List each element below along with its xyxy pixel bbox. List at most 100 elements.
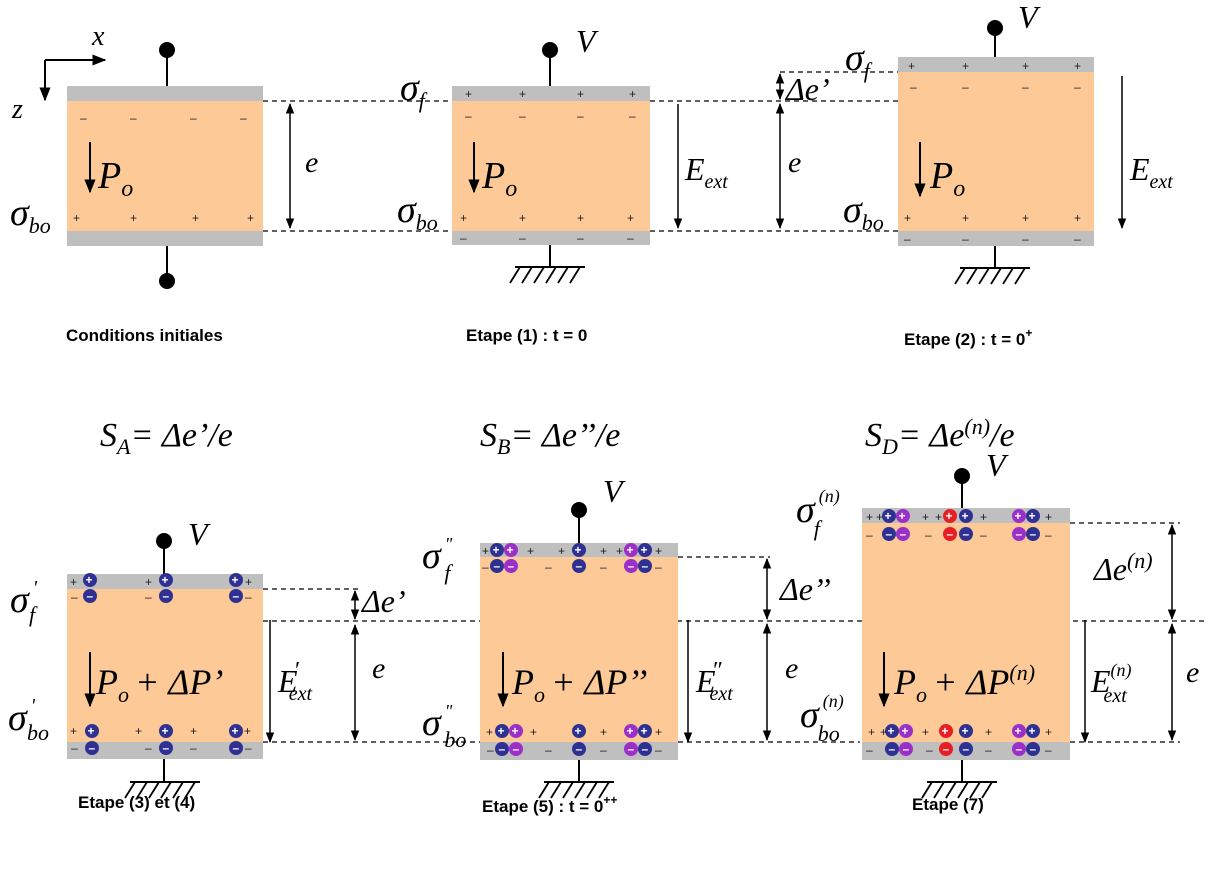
ferroelectric-film xyxy=(898,72,1094,231)
bound-charge-minus: – xyxy=(80,111,87,125)
svg-text:–: – xyxy=(487,743,494,757)
svg-text:–: – xyxy=(628,559,635,573)
free-charge-plus: + xyxy=(465,87,472,101)
svg-text:+: + xyxy=(493,543,500,557)
delta-e-label: Δe’’ xyxy=(778,571,831,607)
sigma-bo-label: σbo xyxy=(843,189,884,235)
svg-text:+: + xyxy=(600,725,607,739)
free-charge-minus: – xyxy=(245,741,252,755)
svg-text:+: + xyxy=(1029,724,1036,738)
svg-text:–: – xyxy=(1045,528,1052,542)
top-terminal xyxy=(987,20,1003,36)
thickness-label: e xyxy=(785,652,798,685)
sigma-bo-prime-label: σ ' bo xyxy=(8,695,49,745)
panel-step-3-4: V + – + – + – + – + – + – + + + – – – + xyxy=(8,516,480,812)
svg-text:–: – xyxy=(1045,743,1052,757)
svg-text:+: + xyxy=(655,544,662,558)
top-terminal xyxy=(954,468,970,484)
svg-text:+: + xyxy=(942,724,949,738)
panel-step-7: V + + – – + + – – + + – – + + – – + – + … xyxy=(796,447,1199,814)
svg-text:–: – xyxy=(866,743,873,757)
panel-step-1: V + + + + – – – – + + + + – – – – σf σbo… xyxy=(397,23,900,345)
bound-charge-minus: – xyxy=(1022,80,1029,94)
bound-charge-plus: + xyxy=(1022,211,1029,225)
bound-charge-minus: – xyxy=(145,590,152,604)
free-charge-plus: + xyxy=(145,575,152,589)
svg-text:+: + xyxy=(498,724,505,738)
svg-text:–: – xyxy=(499,742,506,756)
svg-text:–: – xyxy=(1016,527,1023,541)
ground-hatch xyxy=(955,268,1025,284)
bound-charge-plus: + xyxy=(904,211,911,225)
svg-text:+: + xyxy=(1015,724,1022,738)
bound-charge-minus: – xyxy=(577,109,584,123)
svg-text:+: + xyxy=(985,725,992,739)
free-charge-plus: + xyxy=(908,59,915,73)
x-axis-label: x xyxy=(91,21,105,52)
thickness-label: e xyxy=(788,146,801,179)
svg-text:–: – xyxy=(655,743,662,757)
svg-text:+: + xyxy=(902,724,909,738)
polarization-label: Po + ΔP’’ xyxy=(511,662,647,707)
svg-text:+: + xyxy=(88,724,95,738)
svg-text:–: – xyxy=(513,742,520,756)
svg-text:+: + xyxy=(575,724,582,738)
field-label: E′ ext xyxy=(277,658,313,705)
z-axis-label: z xyxy=(11,94,23,125)
bound-charge-plus: + xyxy=(519,211,526,225)
svg-text:–: – xyxy=(545,743,552,757)
caption-step-2: Etape (2) : t = 0+ xyxy=(904,326,1032,349)
caption-step-7: Etape (7) xyxy=(912,795,984,814)
svg-text:–: – xyxy=(943,742,950,756)
caption-initial: Conditions initiales xyxy=(66,326,223,345)
svg-text:–: – xyxy=(866,528,873,542)
bound-charge-plus: + xyxy=(247,211,254,225)
svg-text:+: + xyxy=(980,510,987,524)
bound-charge-plus: + xyxy=(190,724,197,738)
top-terminal xyxy=(159,42,175,58)
sigma-f-label: σf xyxy=(845,37,873,83)
caption-step-3-4: Etape (3) et (4) xyxy=(78,793,195,812)
field-label: E(n) ext xyxy=(1090,660,1132,707)
bound-charge-plus: + xyxy=(70,724,77,738)
svg-text:–: – xyxy=(233,589,240,603)
free-charge-minus: – xyxy=(460,231,467,245)
bound-charge-minus: – xyxy=(71,590,78,604)
free-charge-plus: + xyxy=(1074,59,1081,73)
sigma-bo-label: σbo xyxy=(397,189,438,235)
svg-text:–: – xyxy=(600,560,607,574)
free-charge-plus: + xyxy=(577,87,584,101)
svg-text:–: – xyxy=(87,589,94,603)
ground-hatch xyxy=(510,267,580,283)
svg-text:–: – xyxy=(985,743,992,757)
svg-text:–: – xyxy=(628,742,635,756)
bound-charge-minus: – xyxy=(240,111,247,125)
svg-text:–: – xyxy=(1030,742,1037,756)
free-charge-minus: – xyxy=(962,232,969,246)
sigma-bo-label: σbo xyxy=(10,192,51,238)
svg-text:+: + xyxy=(641,543,648,557)
svg-text:–: – xyxy=(655,560,662,574)
bound-charge-plus: + xyxy=(192,211,199,225)
thickness-label: e xyxy=(305,146,318,179)
bound-charge-plus: + xyxy=(577,211,584,225)
free-charge-minus: – xyxy=(519,231,526,245)
free-charge-plus: + xyxy=(245,575,252,589)
free-charge-plus: + xyxy=(629,87,636,101)
free-charge-minus: – xyxy=(71,741,78,755)
svg-text:–: – xyxy=(926,743,933,757)
svg-text:–: – xyxy=(576,742,583,756)
bound-charge-minus: – xyxy=(245,590,252,604)
delta-e-label: Δe’ xyxy=(784,71,830,107)
svg-text:–: – xyxy=(233,741,240,755)
panel-step-2: V + + + + – – – – + + + + – – – – σf σbo… xyxy=(843,0,1173,349)
svg-text:+: + xyxy=(888,724,895,738)
svg-text:+: + xyxy=(1015,509,1022,523)
free-charge-minus: – xyxy=(190,741,197,755)
svg-text:–: – xyxy=(89,741,96,755)
svg-text:–: – xyxy=(642,559,649,573)
svg-text:+: + xyxy=(1029,509,1036,523)
svg-text:–: – xyxy=(903,742,910,756)
svg-text:+: + xyxy=(627,724,634,738)
